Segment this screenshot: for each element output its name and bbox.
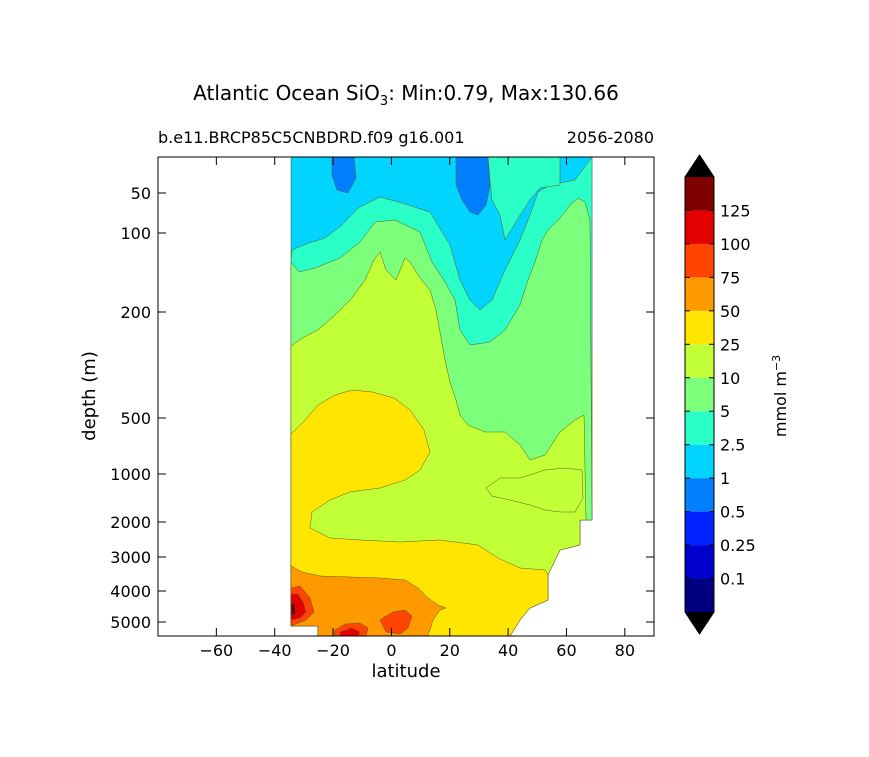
plot-frame — [157, 156, 655, 637]
colorbar-tick-label: 0.5 — [720, 503, 745, 522]
colorbar-tick-label: 125 — [720, 201, 751, 220]
x-tick-label: −60 — [199, 641, 233, 660]
colorbar-label-superscript: −3 — [770, 355, 783, 371]
colorbar-segment — [685, 578, 714, 612]
x-axis-label: latitude — [371, 661, 440, 682]
x-tick-label: 40 — [498, 641, 518, 660]
y-tick-label: 4000 — [110, 582, 151, 601]
contour-region — [487, 156, 561, 241]
y-tick-label: 50 — [131, 184, 151, 203]
contour-region — [485, 467, 584, 513]
contour-region — [290, 389, 549, 637]
colorbar-outline — [684, 154, 715, 635]
colorbar-segment — [685, 277, 714, 311]
colorbar-extend-min — [685, 612, 714, 634]
colorbar-tick-label: 0.25 — [720, 536, 756, 555]
colorbar-segment — [685, 478, 714, 512]
colorbar-tick-label: 2.5 — [720, 436, 745, 455]
colorbar-segment — [685, 177, 714, 211]
colorbar-tick-label: 75 — [720, 268, 740, 287]
colorbar-tick-label: 50 — [720, 302, 740, 321]
x-tick-label: −40 — [258, 641, 292, 660]
y-tick-label: 500 — [120, 409, 151, 428]
y-tick-label: 1000 — [110, 465, 151, 484]
x-tick-label: 0 — [386, 641, 396, 660]
colorbar-tick-label: 25 — [720, 335, 740, 354]
chart-subtitle-left: b.e11.BRCP85C5CNBDRD.f09 g16.001 — [158, 128, 465, 147]
y-axis-label: depth (m) — [79, 351, 100, 441]
y-axis: 50 100 200 500 1000 2000 3000 4000 5000 — [110, 184, 654, 632]
colorbar-tick-label: 0.1 — [720, 570, 745, 589]
chart-title: Atlantic Ocean SiO3: Min:0.79, Max:130.6… — [193, 81, 619, 109]
colorbar-segment — [685, 411, 714, 445]
colorbar-segment — [685, 511, 714, 546]
colorbar-segment — [685, 377, 714, 412]
x-tick-label: 20 — [440, 641, 460, 660]
chart-title-subscript: 3 — [380, 94, 388, 109]
colorbar-segment — [685, 344, 714, 378]
contour-region — [290, 601, 297, 617]
colorbar-segment — [685, 210, 714, 244]
colorbar-label: mmol m−3 — [770, 355, 790, 437]
chart-subtitle-right: 2056-2080 — [567, 128, 654, 147]
colorbar-tick-label: 10 — [720, 369, 740, 388]
x-tick-label: −20 — [316, 641, 350, 660]
contour-plot — [290, 156, 593, 637]
colorbar-tick-label: 1 — [720, 469, 730, 488]
y-tick-label: 3000 — [110, 548, 151, 567]
colorbar-segment — [685, 444, 714, 479]
contour-region — [379, 609, 413, 635]
colorbar-segment — [685, 545, 714, 579]
y-tick-label: 2000 — [110, 513, 151, 532]
contour-region — [339, 627, 361, 637]
colorbar-tick-label: 100 — [720, 235, 751, 254]
colorbar-extend-max — [685, 155, 714, 177]
x-tick-label: 60 — [556, 641, 576, 660]
y-tick-label: 5000 — [110, 613, 151, 632]
colorbar-tick-label: 5 — [720, 402, 730, 421]
x-axis: −60 −40 −20 0 20 40 60 80 — [199, 157, 635, 660]
y-tick-label: 200 — [120, 303, 151, 322]
colorbar-segment — [685, 310, 714, 345]
y-tick-label: 100 — [120, 224, 151, 243]
x-tick-label: 80 — [615, 641, 635, 660]
colorbar-segment — [685, 243, 714, 278]
colorbar: 0.1 0.25 0.5 1 2.5 5 10 25 50 75 100 125 — [684, 154, 756, 635]
